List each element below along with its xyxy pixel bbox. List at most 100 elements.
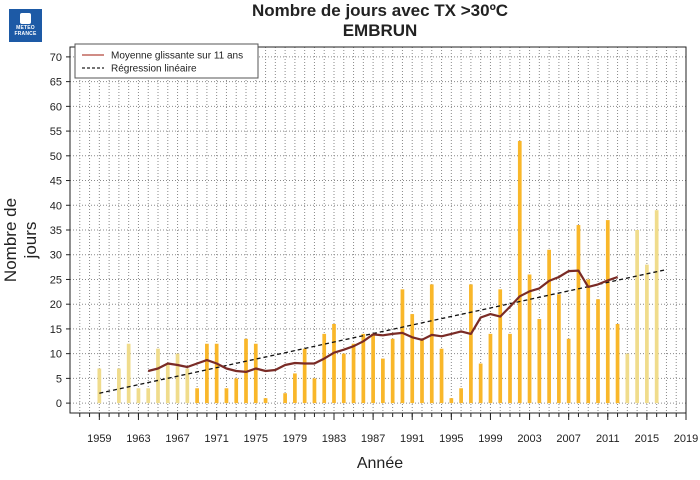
y-tick-label: 10 [50,349,62,361]
bar [400,289,405,404]
regression-line [99,268,667,394]
logo-line-2: FRANCE [14,31,37,37]
bar [263,398,268,404]
y-tick-label: 60 [50,101,62,113]
y-tick-label: 35 [50,225,62,237]
bar [381,358,385,404]
bar [156,348,160,404]
chart-subtitle: EMBRUN [342,21,418,40]
y-tick-label: 15 [50,324,62,336]
bar [312,378,317,404]
bar [449,398,454,404]
bar [175,353,180,404]
x-tick-label: 1979 [283,433,307,445]
bar [390,338,395,404]
logo-line-1: METEO [16,25,35,31]
bar [547,249,551,404]
bar [557,294,561,404]
bar [459,388,463,404]
x-tick-label: 2003 [517,433,541,445]
x-tick-label: 2011 [596,433,620,445]
x-tick-label: 2019 [674,433,698,445]
y-tick-label: 5 [56,373,62,385]
legend-label: Régression linéaire [111,64,197,75]
chart-title: Nombre de jours avec TX >30ºC [251,1,509,20]
bar [508,333,512,404]
bar [351,343,356,404]
bar [253,343,258,404]
x-tick-label: 1967 [165,433,189,445]
bar [615,323,620,404]
bar [205,343,209,404]
x-tick-label: 1959 [87,433,111,445]
bar [293,373,297,404]
bar [165,363,170,404]
bar [576,225,581,404]
bar [645,264,649,404]
bar [224,388,229,404]
bar [566,338,571,404]
bar [185,368,190,404]
bar [214,343,219,404]
bar [420,338,424,404]
y-tick-label: 40 [50,200,62,212]
x-axis-label: Année [356,455,404,472]
bar [97,368,102,404]
bar [498,289,503,404]
bar [341,353,346,404]
x-tick-label: 1963 [126,433,150,445]
bar [654,210,659,404]
x-tick-label: 1987 [361,433,385,445]
bar [146,388,151,404]
x-tick-label: 2015 [635,433,659,445]
bar [439,348,444,404]
bar [283,393,287,404]
y-tick-label: 45 [50,176,62,188]
bar [361,333,366,404]
bar [371,333,375,404]
bar [517,140,522,404]
bar [126,343,131,404]
bar [410,314,415,404]
legend-box [74,43,259,79]
x-tick-label: 1975 [244,433,268,445]
y-tick-label: 25 [50,274,62,286]
y-tick-label: 65 [50,77,62,89]
x-tick-label: 1983 [322,433,346,445]
bar [605,220,610,404]
bar [527,274,532,404]
bar [625,353,630,404]
bar [332,323,336,404]
moving-average-line [147,269,618,373]
y-tick-label: 50 [50,151,62,163]
bar [195,388,199,404]
plot-frame [69,46,687,414]
bar [635,230,639,404]
bar [117,368,121,404]
x-tick-label: 1999 [478,433,502,445]
bar [586,279,591,404]
meteo-france-logo: METEO FRANCE [9,9,42,42]
bar [537,319,542,404]
y-tick-label: 20 [50,299,62,311]
bar [478,363,483,404]
x-tick-label: 1991 [400,433,424,445]
y-tick-label: 55 [50,126,62,138]
bar [488,333,493,404]
bar [469,284,473,404]
x-tick-label: 1995 [439,433,463,445]
bar [429,284,434,404]
bar [136,388,141,404]
y-tick-label: 0 [56,398,62,410]
y-tick-label: 70 [50,52,62,64]
bar [596,299,600,404]
bar [322,333,327,404]
x-tick-label: 1971 [204,433,228,445]
x-tick-label: 2007 [556,433,580,445]
logo-mark-icon [20,13,31,24]
bar [234,378,239,404]
y-tick-label: 30 [50,250,62,262]
legend-label: Moyenne glissante sur 11 ans [111,51,243,62]
bar [302,348,307,404]
